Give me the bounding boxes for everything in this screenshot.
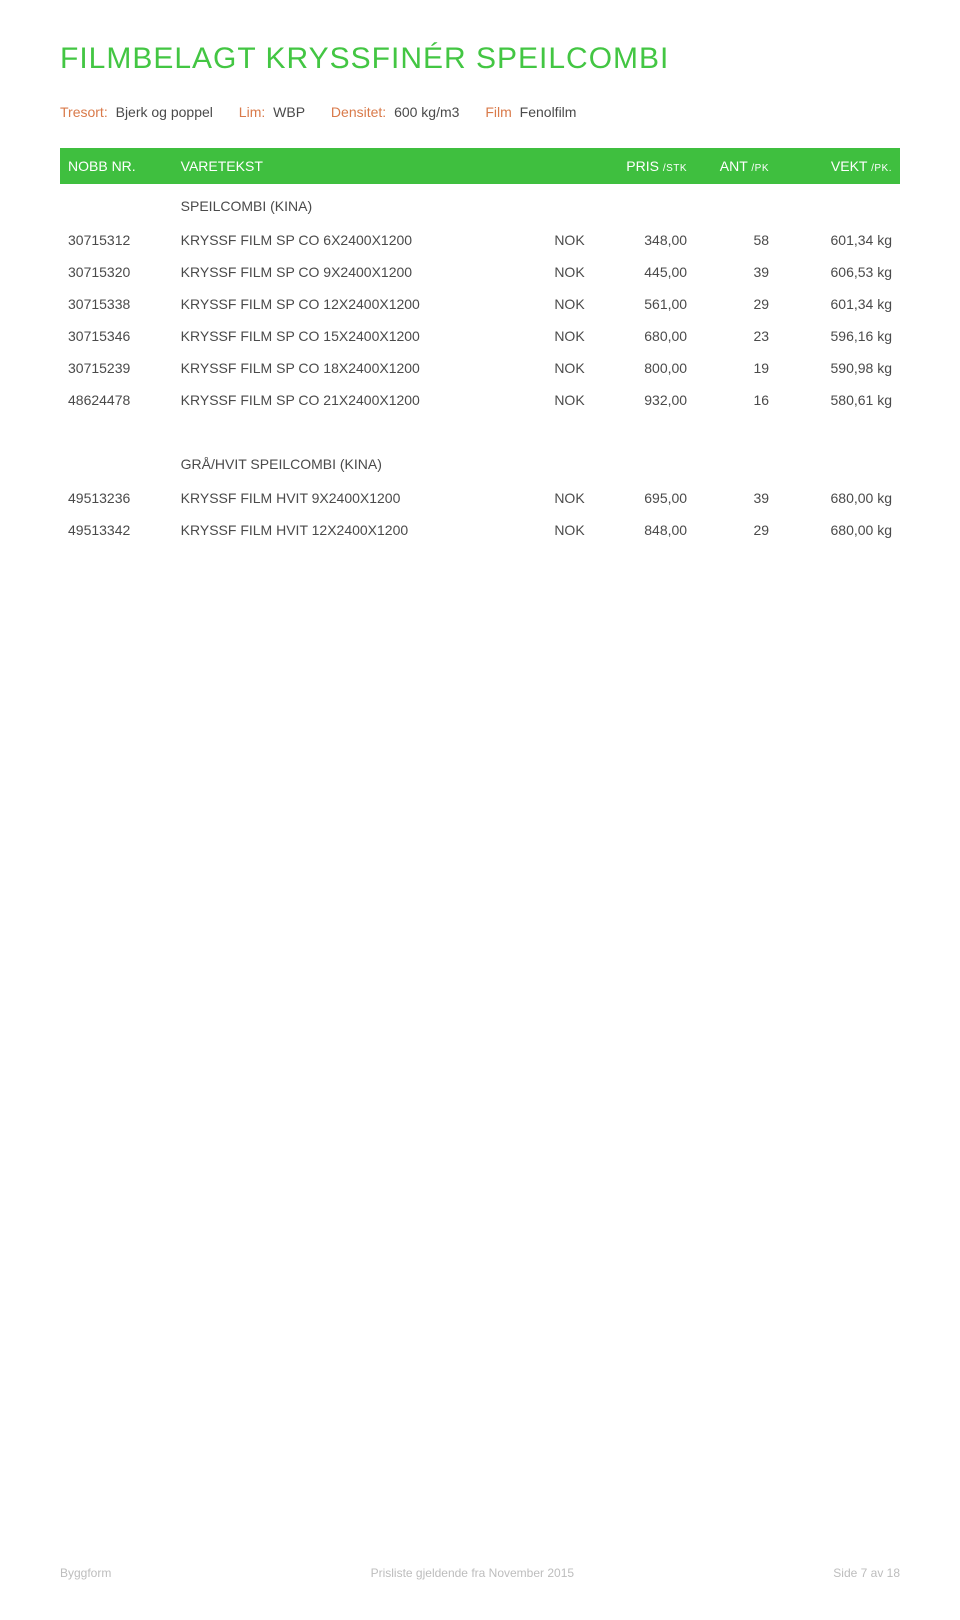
cell-price: 848,00	[593, 514, 695, 546]
cell-text: KRYSSF FILM SP CO 12X2400X1200	[173, 288, 532, 320]
cell-nobb: 49513342	[60, 514, 173, 546]
price-table: NOBB NR. VARETEKST PRIS /STK ANT /PK VEK…	[60, 148, 900, 546]
th-ant-main: ANT	[720, 158, 748, 174]
cell-vekt: 596,16 kg	[777, 320, 900, 352]
cell-price: 561,00	[593, 288, 695, 320]
cell-text: KRYSSF FILM SP CO 21X2400X1200	[173, 384, 532, 416]
th-pris-sub: /STK	[663, 163, 687, 174]
cell-nobb: 49513236	[60, 482, 173, 514]
meta-lim-label: Lim:	[239, 104, 265, 120]
cell-cur: NOK	[531, 482, 592, 514]
footer-left: Byggform	[60, 1566, 111, 1580]
section-title: GRÅ/HVIT SPEILCOMBI (KINA)	[173, 416, 532, 482]
cell-price: 932,00	[593, 384, 695, 416]
meta-density-label: Densitet:	[331, 104, 386, 120]
cell-ant: 29	[695, 288, 777, 320]
cell-vekt: 601,34 kg	[777, 224, 900, 256]
page-title: FILMBELAGT KRYSSFINÉR SPEILCOMBI	[60, 42, 900, 76]
cell-text: KRYSSF FILM HVIT 12X2400X1200	[173, 514, 532, 546]
th-vekt-sub: /PK.	[871, 163, 892, 174]
cell-ant: 29	[695, 514, 777, 546]
cell-cur: NOK	[531, 320, 592, 352]
table-row: 30715239KRYSSF FILM SP CO 18X2400X1200NO…	[60, 352, 900, 384]
table-row: 30715312KRYSSF FILM SP CO 6X2400X1200NOK…	[60, 224, 900, 256]
cell-vekt: 680,00 kg	[777, 514, 900, 546]
cell-cur: NOK	[531, 352, 592, 384]
cell-nobb: 30715346	[60, 320, 173, 352]
th-ant: ANT /PK	[695, 148, 777, 184]
cell-ant: 23	[695, 320, 777, 352]
cell-vekt: 601,34 kg	[777, 288, 900, 320]
th-nobb: NOBB NR.	[60, 148, 173, 184]
cell-nobb: 30715312	[60, 224, 173, 256]
table-row: 48624478KRYSSF FILM SP CO 21X2400X1200NO…	[60, 384, 900, 416]
cell-nobb: 30715320	[60, 256, 173, 288]
meta-lim-value: WBP	[273, 104, 305, 120]
page-footer: Byggform Prisliste gjeldende fra Novembe…	[60, 1566, 900, 1580]
cell-text: KRYSSF FILM SP CO 15X2400X1200	[173, 320, 532, 352]
cell-cur: NOK	[531, 256, 592, 288]
th-ant-sub: /PK	[751, 163, 769, 174]
cell-ant: 39	[695, 256, 777, 288]
footer-right: Side 7 av 18	[833, 1566, 900, 1580]
section-title: SPEILCOMBI (KINA)	[173, 184, 532, 224]
cell-vekt: 680,00 kg	[777, 482, 900, 514]
cell-vekt: 606,53 kg	[777, 256, 900, 288]
meta-density-value: 600 kg/m3	[394, 104, 459, 120]
cell-cur: NOK	[531, 384, 592, 416]
th-pris: PRIS /STK	[593, 148, 695, 184]
cell-cur: NOK	[531, 224, 592, 256]
cell-price: 445,00	[593, 256, 695, 288]
th-pris-main: PRIS	[626, 158, 659, 174]
cell-nobb: 48624478	[60, 384, 173, 416]
meta-line: Tresort: Bjerk og poppel Lim: WBP Densit…	[60, 104, 900, 120]
cell-vekt: 580,61 kg	[777, 384, 900, 416]
meta-tresort-label: Tresort:	[60, 104, 108, 120]
cell-ant: 16	[695, 384, 777, 416]
cell-ant: 58	[695, 224, 777, 256]
cell-text: KRYSSF FILM SP CO 9X2400X1200	[173, 256, 532, 288]
cell-price: 695,00	[593, 482, 695, 514]
cell-cur: NOK	[531, 288, 592, 320]
cell-nobb: 30715338	[60, 288, 173, 320]
table-row: 30715320KRYSSF FILM SP CO 9X2400X1200NOK…	[60, 256, 900, 288]
cell-price: 800,00	[593, 352, 695, 384]
table-row: 30715346KRYSSF FILM SP CO 15X2400X1200NO…	[60, 320, 900, 352]
cell-text: KRYSSF FILM HVIT 9X2400X1200	[173, 482, 532, 514]
table-row: 30715338KRYSSF FILM SP CO 12X2400X1200NO…	[60, 288, 900, 320]
table-row: 49513236KRYSSF FILM HVIT 9X2400X1200NOK6…	[60, 482, 900, 514]
section-header-row: GRÅ/HVIT SPEILCOMBI (KINA)	[60, 416, 900, 482]
footer-center: Prisliste gjeldende fra November 2015	[371, 1566, 574, 1580]
cell-vekt: 590,98 kg	[777, 352, 900, 384]
table-row: 49513342KRYSSF FILM HVIT 12X2400X1200NOK…	[60, 514, 900, 546]
cell-nobb: 30715239	[60, 352, 173, 384]
cell-price: 680,00	[593, 320, 695, 352]
cell-price: 348,00	[593, 224, 695, 256]
th-cur	[531, 148, 592, 184]
meta-tresort-value: Bjerk og poppel	[116, 104, 213, 120]
cell-ant: 39	[695, 482, 777, 514]
meta-film-value: Fenolfilm	[520, 104, 577, 120]
th-vekt: VEKT /PK.	[777, 148, 900, 184]
cell-text: KRYSSF FILM SP CO 6X2400X1200	[173, 224, 532, 256]
meta-film-label: Film	[485, 104, 511, 120]
th-varetekst: VARETEKST	[173, 148, 532, 184]
cell-text: KRYSSF FILM SP CO 18X2400X1200	[173, 352, 532, 384]
section-header-row: SPEILCOMBI (KINA)	[60, 184, 900, 224]
cell-cur: NOK	[531, 514, 592, 546]
cell-ant: 19	[695, 352, 777, 384]
table-header-row: NOBB NR. VARETEKST PRIS /STK ANT /PK VEK…	[60, 148, 900, 184]
th-vekt-main: VEKT	[831, 158, 867, 174]
